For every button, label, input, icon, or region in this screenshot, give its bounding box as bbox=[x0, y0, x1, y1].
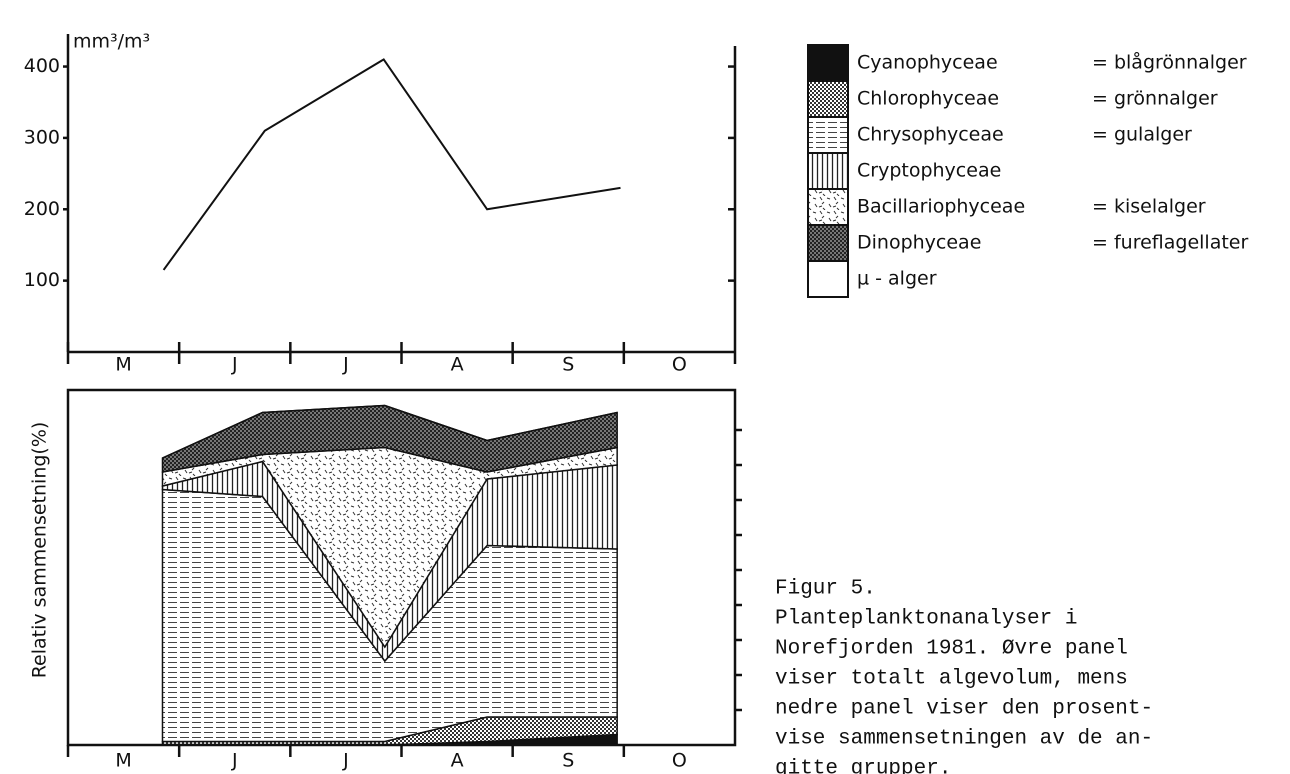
y-tick-label: 400 bbox=[24, 55, 60, 77]
caption-line: viser totalt algevolum, mens bbox=[775, 668, 1128, 691]
y-tick-label: 100 bbox=[24, 269, 60, 291]
legend-label: µ - alger bbox=[857, 268, 937, 290]
legend-swatch bbox=[807, 152, 849, 190]
legend-label: Cryptophyceae bbox=[857, 160, 1001, 182]
legend-label: Dinophyceae bbox=[857, 232, 981, 254]
x-tick-label: M bbox=[115, 354, 131, 376]
legend-translation: = blågrönnalger bbox=[1092, 51, 1247, 74]
y-tick-label: 200 bbox=[24, 198, 60, 220]
legend-label: Chlorophyceae bbox=[857, 88, 999, 110]
legend-translation: = gulalger bbox=[1092, 124, 1192, 146]
x-tick-label: A bbox=[451, 354, 464, 376]
x-tick-label: O bbox=[672, 750, 687, 772]
legend-label: Bacillariophyceae bbox=[857, 196, 1025, 218]
x-tick-label: J bbox=[231, 750, 238, 772]
legend-swatch bbox=[807, 224, 849, 262]
legend-label: Cyanophyceae bbox=[857, 52, 998, 74]
caption-line: gitte grupper. bbox=[775, 758, 951, 774]
legend-label: Chrysophyceae bbox=[857, 124, 1004, 146]
x-tick-label: A bbox=[451, 750, 464, 772]
x-tick-label: J bbox=[231, 354, 238, 376]
caption-line: Planteplanktonanalyser i bbox=[775, 608, 1077, 631]
y-axis-label: Relativ sammensetning(%) bbox=[29, 422, 51, 679]
y-axis-label: mm³/m³ bbox=[73, 31, 150, 53]
legend-swatch bbox=[807, 188, 849, 226]
legend-swatch bbox=[807, 80, 849, 118]
legend-swatch bbox=[807, 260, 849, 298]
line-series bbox=[162, 58, 621, 271]
caption-line: Norefjorden 1981. Øvre panel bbox=[775, 638, 1128, 661]
plot-frame bbox=[66, 388, 737, 747]
x-tick-label: M bbox=[115, 750, 131, 772]
legend-translation: = fureflagellater bbox=[1092, 232, 1248, 254]
legend-translation: = kiselalger bbox=[1092, 196, 1206, 218]
legend-translation: = grönnalger bbox=[1092, 88, 1218, 110]
area-layer bbox=[162, 404, 618, 459]
x-tick-label: J bbox=[342, 750, 349, 772]
caption-line: vise sammensetningen av de an- bbox=[775, 728, 1153, 751]
caption-line: Figur 5. bbox=[775, 578, 876, 601]
x-tick-label: J bbox=[342, 354, 349, 376]
x-tick-label: S bbox=[562, 750, 574, 772]
x-tick-label: S bbox=[562, 354, 574, 376]
y-tick-label: 300 bbox=[24, 126, 60, 148]
legend-swatch bbox=[807, 116, 849, 154]
legend-swatch bbox=[807, 44, 849, 82]
caption-line: nedre panel viser den prosent- bbox=[775, 698, 1153, 721]
x-tick-label: O bbox=[672, 354, 687, 376]
